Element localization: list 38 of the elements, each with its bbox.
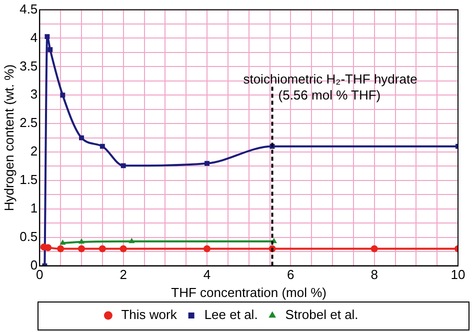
x-tick-label: 6 xyxy=(287,267,294,282)
point xyxy=(204,245,211,252)
point xyxy=(98,245,106,252)
point xyxy=(60,92,66,98)
point xyxy=(78,245,86,252)
point xyxy=(44,244,52,252)
legend-label: Strobel et al. xyxy=(285,307,358,322)
point xyxy=(78,238,85,244)
point xyxy=(57,245,64,252)
y-tick-label: 1.5 xyxy=(20,172,38,188)
point xyxy=(370,245,378,252)
point xyxy=(128,238,135,244)
ref-line-label: stoichiometric H₂-THF hydrate (5.56 mol % THF) xyxy=(243,71,418,102)
x-tick-label: 2 xyxy=(120,267,127,282)
point xyxy=(100,144,105,149)
y-tick-label: 0 xyxy=(30,257,38,272)
y-tick-label: 3 xyxy=(30,86,38,102)
x-axis-title: THF concentration (mol %) xyxy=(171,284,326,300)
point xyxy=(48,47,53,52)
point xyxy=(79,135,84,140)
y-tick-label: 1 xyxy=(30,200,38,216)
point xyxy=(204,160,210,166)
x-tick-label: 10 xyxy=(450,267,466,282)
y-tick-label: 0.5 xyxy=(20,228,38,244)
x-tick-label: 4 xyxy=(203,267,211,282)
point xyxy=(60,240,66,245)
y-axis-title: Hydrogen content (wt. %) xyxy=(1,64,16,212)
y-tick-label: 3.5 xyxy=(20,58,38,74)
y-tick-label: 4.5 xyxy=(20,1,38,16)
point xyxy=(120,163,126,168)
y-tick-label: 4 xyxy=(30,30,38,45)
point xyxy=(120,245,127,252)
legend-label: This work xyxy=(121,307,178,322)
y-tick-label: 2 xyxy=(30,144,38,159)
x-tick-label: 8 xyxy=(370,267,378,282)
y-tick-label: 2.5 xyxy=(20,115,38,130)
legend-label: Lee et al. xyxy=(204,307,258,322)
point xyxy=(44,34,50,40)
